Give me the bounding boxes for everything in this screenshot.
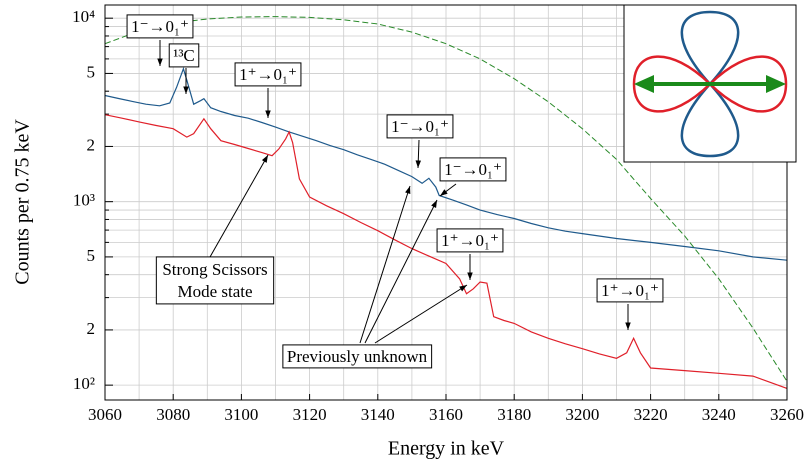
x-tick-label: 3100 bbox=[224, 405, 258, 424]
annotation: 1⁻→0₁⁺ bbox=[391, 117, 449, 136]
annotation-box bbox=[439, 157, 507, 182]
x-tick-label: 3240 bbox=[702, 405, 736, 424]
annotation-box bbox=[596, 278, 664, 303]
annotation-box bbox=[234, 62, 302, 87]
arrowhead bbox=[183, 86, 189, 94]
y-tick-label: 2 bbox=[87, 135, 96, 154]
annotation: Mode state bbox=[177, 282, 252, 301]
x-tick-label: 3060 bbox=[88, 405, 122, 424]
annotation-box bbox=[168, 43, 200, 68]
annotation-box bbox=[282, 344, 433, 369]
annotation-box bbox=[155, 256, 275, 305]
annotation-box bbox=[126, 14, 194, 39]
annotation-arrow bbox=[209, 154, 269, 258]
y-tick-label: 10² bbox=[73, 374, 95, 393]
arrowhead bbox=[459, 285, 467, 292]
x-tick-label: 3220 bbox=[634, 405, 668, 424]
y-axis-label: Counts per 0.75 keV bbox=[12, 119, 34, 285]
arrowhead bbox=[265, 110, 271, 118]
annotation-box bbox=[436, 228, 504, 253]
arrowhead bbox=[625, 322, 631, 330]
x-tick-label: 3080 bbox=[156, 405, 190, 424]
x-tick-label: 3120 bbox=[293, 405, 327, 424]
annotation: Strong Scissors bbox=[162, 260, 267, 279]
data-line bbox=[104, 16, 788, 382]
y-tick-label: 5 bbox=[87, 62, 96, 81]
arrowhead bbox=[415, 160, 422, 168]
annotation-arrow bbox=[364, 199, 438, 344]
annotation-box bbox=[386, 114, 454, 139]
data-line bbox=[104, 114, 788, 389]
annotation: 1⁻→0₁⁺ bbox=[131, 17, 189, 36]
annotation: 1⁻→0₁⁺ bbox=[444, 160, 502, 179]
annotation-arrow bbox=[374, 284, 468, 344]
annotation: 1⁺→0₁⁺ bbox=[601, 281, 659, 300]
x-tick-label: 3180 bbox=[497, 405, 531, 424]
arrowhead bbox=[261, 155, 268, 163]
inset bbox=[623, 4, 797, 163]
y-tick-label: 10³ bbox=[73, 191, 95, 210]
x-tick-label: 3200 bbox=[565, 405, 599, 424]
annotation: ¹³C bbox=[173, 46, 195, 65]
y-tick-label: 2 bbox=[87, 319, 96, 338]
x-tick-label: 3160 bbox=[429, 405, 463, 424]
arrowhead bbox=[440, 189, 448, 196]
arrowhead bbox=[431, 200, 437, 208]
annotation: 1⁺→0₁⁺ bbox=[441, 231, 499, 250]
arrowhead bbox=[467, 272, 473, 280]
annotation-arrow bbox=[359, 185, 411, 344]
x-tick-label: 3140 bbox=[361, 405, 395, 424]
annotation: Previously unknown bbox=[287, 347, 428, 366]
x-tick-label: 3260 bbox=[770, 405, 804, 424]
arrowhead bbox=[405, 186, 411, 194]
x-axis-label: Energy in keV bbox=[388, 438, 505, 460]
arrowhead bbox=[157, 58, 163, 66]
y-tick-label: 5 bbox=[87, 246, 96, 265]
annotation: 1⁺→0₁⁺ bbox=[239, 65, 297, 84]
y-tick-label: 10⁴ bbox=[72, 7, 95, 26]
plot-frame bbox=[104, 4, 788, 401]
